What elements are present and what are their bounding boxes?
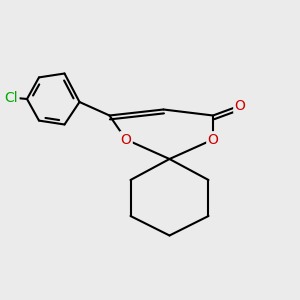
- Text: O: O: [121, 133, 131, 146]
- Text: O: O: [235, 99, 245, 112]
- Text: Cl: Cl: [4, 91, 18, 104]
- Text: O: O: [208, 133, 218, 146]
